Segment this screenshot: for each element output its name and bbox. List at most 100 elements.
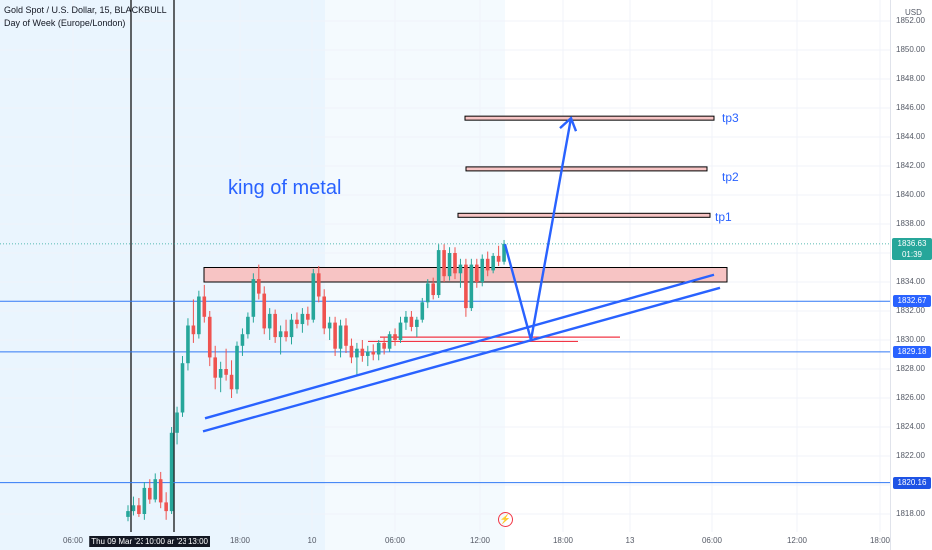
level-price-badge: 1820.16	[893, 476, 931, 489]
price-tick: 1824.00	[896, 422, 925, 431]
candle-body	[502, 243, 506, 262]
candle-body	[409, 316, 414, 327]
price-tick: 1846.00	[896, 103, 925, 112]
candle-body	[447, 253, 452, 277]
candle-body	[371, 351, 376, 355]
candle-body	[207, 316, 212, 358]
lightning-icon[interactable]: ⚡	[498, 512, 513, 527]
tp2-label[interactable]: tp2	[722, 170, 739, 184]
time-tick: 13	[625, 536, 635, 545]
time-tick: 10	[307, 536, 317, 545]
candle-body	[436, 250, 441, 296]
candle-body	[169, 432, 174, 512]
trendline-upper	[204, 273, 715, 420]
chart-canvas[interactable]	[0, 0, 890, 550]
price-tick: 1826.00	[896, 393, 925, 402]
candle-body	[126, 511, 130, 517]
candle-body	[431, 283, 435, 296]
time-tick: ar '23	[165, 536, 189, 547]
candle-body	[197, 296, 201, 335]
tp3-label[interactable]: tp3	[722, 111, 739, 125]
time-tick: 18:00	[229, 536, 251, 545]
candle-body	[316, 273, 321, 297]
candle-body	[415, 319, 419, 327]
level-price-badge: 1829.18	[893, 345, 931, 358]
candle-body	[469, 264, 474, 309]
target-box-tp3	[464, 115, 715, 121]
price-tick: 1828.00	[896, 364, 925, 373]
candle-body	[251, 279, 256, 317]
candle-body	[387, 334, 392, 349]
chart-plot-area[interactable]	[0, 0, 890, 550]
candle-body	[420, 302, 425, 320]
candle-body	[496, 255, 501, 262]
time-tick: Thu 09 Mar '23	[89, 536, 147, 547]
chart-title: Gold Spot / U.S. Dollar, 15, BLACKBULL	[4, 5, 167, 15]
bar-countdown: 01:39	[901, 250, 923, 259]
candle-body	[355, 348, 359, 358]
candle-body	[229, 374, 234, 390]
candle-body	[295, 319, 299, 325]
candle-body	[131, 505, 136, 512]
candle-body	[186, 325, 190, 364]
candle-body	[235, 345, 239, 390]
candle-body	[153, 479, 158, 500]
time-tick: 18:00	[869, 536, 891, 545]
candle-body	[480, 258, 485, 282]
time-tick: 10:00	[142, 536, 168, 547]
candle-body	[306, 313, 310, 320]
headline-annotation[interactable]: king of metal	[228, 177, 342, 199]
candle-body	[191, 325, 196, 335]
candle-body	[246, 316, 250, 335]
candle-body	[344, 325, 348, 346]
candle-body	[322, 296, 326, 329]
price-scale[interactable]: 1852.00 1850.00 1848.00 1846.00 1844.00 1842.…	[890, 0, 932, 550]
candle-body	[366, 351, 370, 356]
candle-body	[175, 412, 179, 433]
candle-body	[404, 316, 408, 323]
candle-body	[464, 264, 468, 309]
candle-body	[218, 369, 223, 378]
candle-body	[164, 502, 168, 512]
time-tick: 06:00	[701, 536, 723, 545]
price-tick: 1832.00	[896, 306, 925, 315]
candle-body	[311, 273, 316, 320]
price-tick: 1830.00	[896, 335, 925, 344]
candle-body	[267, 313, 272, 329]
target-box-tp2	[465, 166, 708, 172]
candle-body	[180, 363, 185, 413]
candle-body	[393, 334, 397, 340]
price-tick: 1848.00	[896, 74, 925, 83]
candle-body	[148, 487, 152, 500]
candle-body	[491, 255, 495, 271]
candle-body	[442, 250, 446, 277]
time-tick: 06:00	[62, 536, 84, 545]
candle-body	[338, 325, 343, 349]
candle-body	[257, 279, 261, 294]
candle-body	[262, 293, 267, 329]
price-tick: 1842.00	[896, 161, 925, 170]
target-box-tp1	[457, 212, 711, 218]
candle-body	[137, 505, 141, 514]
tp1-label[interactable]: tp1	[715, 210, 732, 224]
price-tick: 1838.00	[896, 219, 925, 228]
candle-body	[333, 322, 337, 349]
candle-body	[453, 253, 457, 274]
candle-body	[349, 345, 354, 358]
price-tick: 1822.00	[896, 451, 925, 460]
candle-body	[425, 283, 430, 303]
currency-label: USD	[905, 8, 922, 17]
candle-body	[289, 319, 294, 338]
candle-body	[327, 322, 332, 329]
price-tick: 1834.00	[896, 277, 925, 286]
last-price-badge: 1836.63 01:39	[892, 238, 932, 260]
candle-body	[360, 348, 365, 356]
candle-body	[485, 258, 490, 271]
candle-body	[158, 479, 163, 503]
candle-body	[300, 313, 305, 325]
indicator-label: Day of Week (Europe/London)	[4, 18, 126, 28]
candle-body	[278, 331, 283, 338]
price-tick: 1844.00	[896, 132, 925, 141]
candle-body	[376, 342, 381, 355]
price-tick: 1850.00	[896, 45, 925, 54]
